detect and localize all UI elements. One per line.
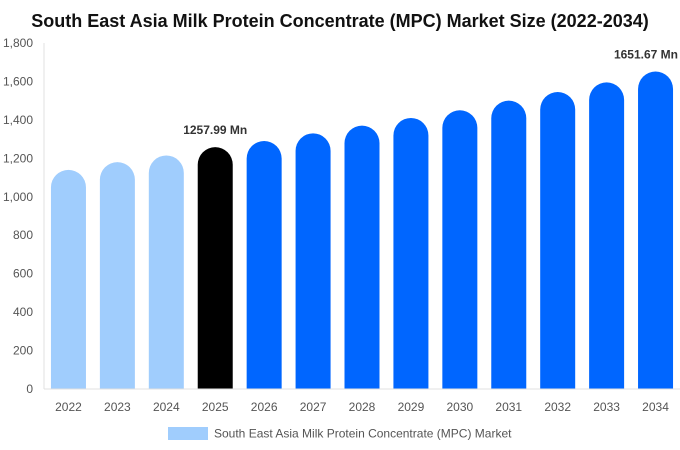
- x-tick-label: 2023: [104, 400, 131, 414]
- bar-series: [50, 71, 674, 390]
- x-tick-label: 2033: [593, 400, 620, 414]
- bar-2033: [589, 82, 625, 390]
- x-tick-label: 2022: [55, 400, 82, 414]
- y-tick-label: 1,800: [3, 36, 33, 50]
- bar-2032: [540, 92, 576, 390]
- bar-2025: [197, 147, 233, 389]
- data-label: 1651.67 Mn: [614, 48, 678, 62]
- bar-2023: [99, 162, 135, 389]
- x-tick-label: 2026: [251, 400, 278, 414]
- legend: South East Asia Milk Protein Concentrate…: [168, 427, 512, 441]
- annotations: 1257.99 Mn 1651.67 Mn: [183, 48, 678, 138]
- y-axis: 0 200 400 600 800 1,000 1,200 1,400 1,600 1,800: [3, 36, 45, 396]
- bar-2028: [344, 125, 380, 389]
- legend-label: South East Asia Milk Protein Concentrate…: [214, 427, 512, 441]
- bar-2031: [491, 100, 527, 390]
- x-tick-label: 2028: [349, 400, 376, 414]
- legend-swatch: [168, 427, 208, 440]
- bar-2024: [148, 155, 184, 389]
- x-tick-label: 2032: [544, 400, 571, 414]
- y-tick-label: 800: [13, 228, 33, 242]
- x-tick-label: 2034: [642, 400, 669, 414]
- bar-2022: [50, 169, 86, 389]
- x-tick-label: 2025: [202, 400, 229, 414]
- y-tick-label: 1,200: [3, 151, 33, 165]
- x-axis: 2022 2023 2024 2025 2026 2027 2028 2029 2030 2031…: [44, 388, 680, 414]
- y-tick-label: 1,000: [3, 190, 33, 204]
- x-tick-label: 2027: [300, 400, 327, 414]
- y-tick-label: 1,600: [3, 74, 33, 88]
- y-tick-label: 1,400: [3, 113, 33, 127]
- bar-2027: [295, 133, 331, 389]
- bar-2029: [393, 117, 429, 389]
- x-tick-label: 2031: [495, 400, 522, 414]
- y-tick-label: 0: [26, 382, 33, 396]
- y-tick-label: 200: [13, 344, 33, 358]
- bar-2026: [246, 141, 282, 389]
- x-tick-label: 2030: [446, 400, 473, 414]
- x-tick-label: 2024: [153, 400, 180, 414]
- y-tick-label: 400: [13, 305, 33, 319]
- x-tick-label: 2029: [398, 400, 425, 414]
- chart-title: South East Asia Milk Protein Concentrate…: [31, 11, 649, 31]
- data-label: 1257.99 Mn: [183, 123, 247, 137]
- y-tick-label: 600: [13, 267, 33, 281]
- bar-2034: [638, 71, 674, 389]
- bar-2030: [442, 110, 478, 390]
